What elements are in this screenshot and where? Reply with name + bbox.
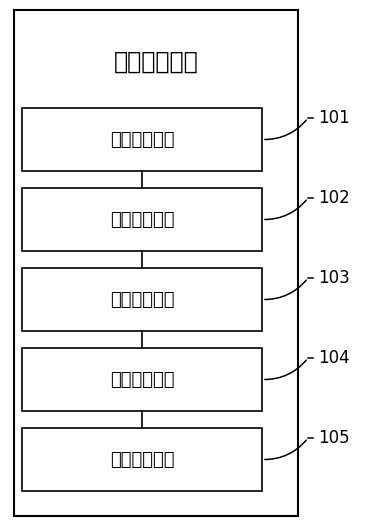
Bar (14, 10, 298, 516)
Text: 103: 103 (318, 269, 350, 287)
Text: 配置生成单元: 配置生成单元 (110, 450, 174, 469)
Bar (22, 188, 262, 251)
Text: 直连分配单元: 直连分配单元 (110, 210, 174, 228)
Bar (22, 268, 262, 331)
Text: 102: 102 (318, 189, 350, 207)
Text: 波段分配单元: 波段分配单元 (110, 370, 174, 389)
Text: 参数配置模块: 参数配置模块 (114, 50, 198, 74)
Text: 105: 105 (318, 429, 350, 447)
Text: 转发分配单元: 转发分配单元 (110, 290, 174, 309)
Bar (22, 348, 262, 411)
Bar (22, 428, 262, 491)
Text: 101: 101 (318, 109, 350, 127)
Text: 点位获取单元: 点位获取单元 (110, 130, 174, 148)
Bar (22, 108, 262, 171)
Text: 104: 104 (318, 349, 350, 367)
